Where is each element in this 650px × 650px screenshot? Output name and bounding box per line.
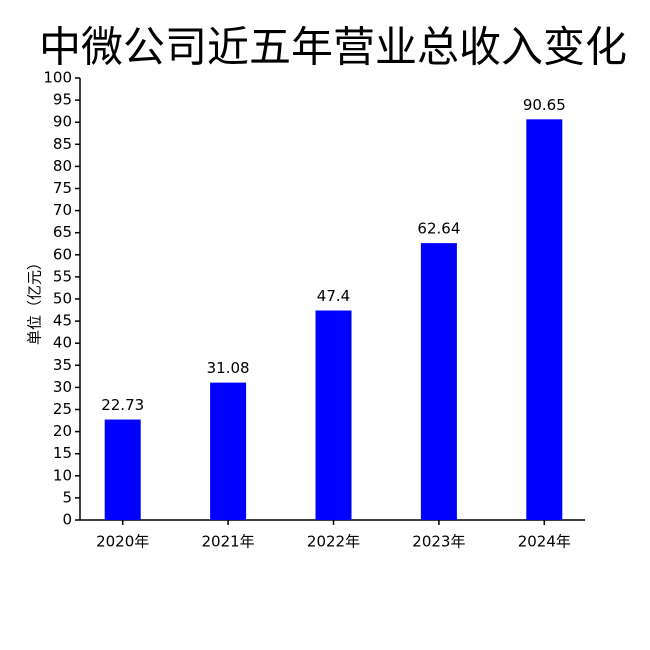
value-label: 31.08 <box>207 359 250 377</box>
y-tick-label: 65 <box>53 223 72 241</box>
x-tick-label: 2021年 <box>202 533 255 551</box>
x-tick-label: 2020年 <box>96 533 149 551</box>
y-tick-label: 40 <box>53 334 72 352</box>
value-label: 90.65 <box>523 96 566 114</box>
y-tick-label: 60 <box>53 245 72 263</box>
value-label: 47.4 <box>317 287 350 305</box>
x-tick-label: 2022年 <box>307 533 360 551</box>
y-tick-label: 15 <box>53 444 72 462</box>
y-tick-label: 45 <box>53 312 72 330</box>
y-tick-label: 85 <box>53 135 72 153</box>
y-tick-label: 95 <box>53 91 72 109</box>
x-tick-label: 2024年 <box>518 533 571 551</box>
y-tick-label: 75 <box>53 179 72 197</box>
y-tick-label: 30 <box>53 378 72 396</box>
bar <box>315 310 352 520</box>
y-tick-label: 50 <box>53 290 72 308</box>
value-label: 22.73 <box>101 396 144 414</box>
bar <box>420 243 457 520</box>
y-tick-label: 5 <box>62 488 72 506</box>
bar <box>526 119 563 521</box>
chart-title: 中微公司近五年营业总收入变化 <box>39 23 627 72</box>
y-tick-label: 80 <box>53 157 72 175</box>
y-tick-label: 10 <box>53 466 72 484</box>
bar <box>104 419 141 520</box>
y-tick-label: 55 <box>53 267 72 285</box>
y-tick-label: 35 <box>53 356 72 374</box>
y-tick-label: 0 <box>62 511 72 529</box>
y-tick-label: 90 <box>53 113 72 131</box>
bar <box>210 382 247 520</box>
value-label: 62.64 <box>417 220 460 238</box>
y-tick-label: 20 <box>53 422 72 440</box>
x-tick-label: 2023年 <box>412 533 465 551</box>
y-tick-label: 100 <box>43 69 72 87</box>
y-axis-label: 单位（亿元） <box>26 255 44 345</box>
y-tick-label: 70 <box>53 201 72 219</box>
y-tick-label: 25 <box>53 400 72 418</box>
